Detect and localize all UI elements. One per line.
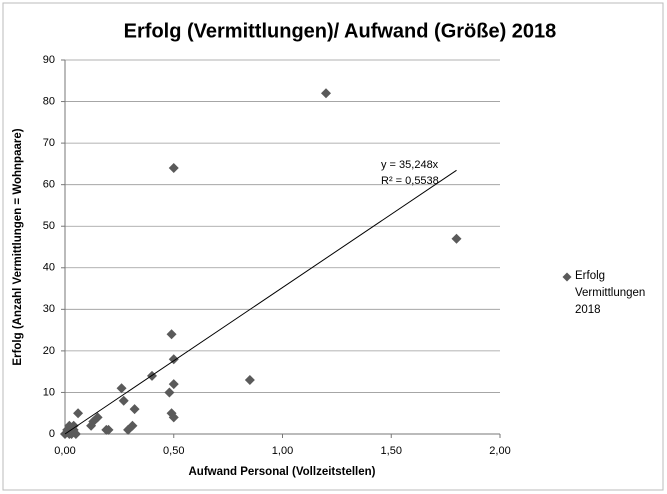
x-tick-label: 0,00	[54, 445, 75, 457]
legend-diamond	[562, 272, 572, 282]
y-axis-title: Erfolg (Anzahl Vermittlungen = Wohnpaare…	[12, 128, 24, 365]
legend: Erfolg Vermittlungen 2018	[562, 268, 645, 319]
trendline-equation: y = 35,248x	[381, 159, 439, 171]
y-tick-label: 90	[43, 54, 55, 66]
y-tick-label: 20	[43, 345, 55, 357]
trendline	[64, 169, 457, 435]
x-axis-title: Aufwand Personal (Vollzeitstellen)	[188, 466, 375, 478]
point	[168, 412, 179, 423]
trendline-r2: R² = 0,5538	[381, 175, 439, 187]
point	[168, 163, 179, 174]
point	[73, 408, 84, 419]
y-tick-label: 0	[49, 428, 55, 440]
point	[92, 412, 103, 423]
point	[166, 329, 177, 340]
point	[168, 354, 179, 365]
y-tick-label: 40	[43, 262, 55, 274]
legend-marker	[562, 272, 572, 282]
point	[116, 383, 127, 394]
x-tick-label: 1,50	[381, 445, 402, 457]
legend-entry: Erfolg Vermittlungen 2018	[562, 268, 645, 319]
legend-label: Erfolg Vermittlungen 2018	[575, 270, 646, 316]
x-tick-label: 0,50	[163, 445, 184, 457]
point	[244, 374, 255, 385]
point	[103, 424, 114, 435]
point	[118, 395, 129, 406]
y-tick-label: 70	[43, 137, 55, 149]
point	[168, 379, 179, 390]
x-tick-label: 1,00	[272, 445, 293, 457]
x-tick-label: 2,00	[489, 445, 510, 457]
point	[68, 420, 79, 431]
point	[164, 387, 175, 398]
chart-title: Erfolg (Vermittlungen)/ Aufwand (Größe) …	[124, 20, 557, 42]
y-tick-label: 80	[43, 95, 55, 107]
point	[451, 233, 462, 244]
y-tick-label: 60	[43, 179, 55, 191]
point	[127, 420, 138, 431]
point	[129, 404, 140, 415]
point	[70, 429, 81, 439]
point	[321, 88, 331, 99]
y-tick-label: 30	[43, 303, 55, 315]
y-tick-label: 50	[43, 220, 55, 232]
y-tick-label: 10	[43, 386, 55, 398]
